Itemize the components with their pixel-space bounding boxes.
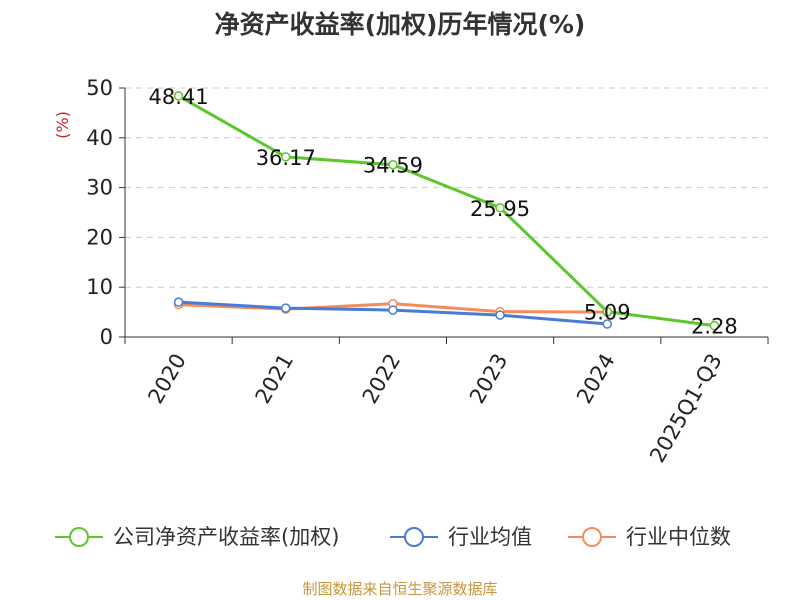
legend-marker [582,527,602,547]
legend-label: 行业均值 [448,525,532,549]
x-tick-label: 2025Q1-Q3 [645,350,727,467]
y-tick-label: 0 [100,325,113,349]
data-point [173,297,184,307]
data-point [281,152,291,162]
data-label: 34.59 [363,154,423,178]
data-label: 2.28 [691,315,738,339]
series-line [177,94,715,328]
data-label: 5.09 [584,301,631,325]
data-label: 36.17 [256,146,316,170]
legend-label: 行业中位数 [626,525,731,549]
data-point [709,320,720,331]
y-tick-label: 40 [86,126,113,150]
legend-marker [69,527,89,547]
x-tick-label: 2024 [572,350,620,408]
y-tick-label: 30 [86,176,113,200]
data-point [388,305,398,315]
y-tick-label: 20 [86,225,113,249]
series-layer [173,91,720,331]
y-axis-unit: (%) [53,111,72,139]
data-point [495,310,505,320]
source-note: 制图数据来自恒生聚源数据库 [302,580,497,598]
data-point [495,203,505,213]
chart-title: 净资产收益率(加权)历年情况(%) [215,10,586,39]
data-labels: 48.41 36.17 34.59 25.95 5.09 2.28 [149,85,738,339]
data-point [281,303,291,313]
legend-marker [404,527,424,547]
data-label: 25.95 [470,197,530,221]
y-tick-label: 50 [86,76,113,100]
x-tick-label: 2022 [358,350,406,408]
y-tick-label: 10 [86,275,113,299]
x-tick-label: 2021 [251,350,299,408]
legend-label: 公司净资产收益率(加权) [113,525,339,549]
data-point [173,91,184,101]
axes: 0 10 20 30 40 50 2020 2021 2022 2023 2024 2025Q1-Q3 [86,76,769,467]
legend: 公司净资产收益率(加权) 行业均值 行业中位数 [55,525,731,549]
x-tick-label: 2020 [143,350,191,408]
data-point [602,319,612,329]
x-tick-label: 2023 [465,350,513,408]
data-point [388,159,398,170]
data-label: 48.41 [149,85,209,109]
data-point [602,306,612,317]
